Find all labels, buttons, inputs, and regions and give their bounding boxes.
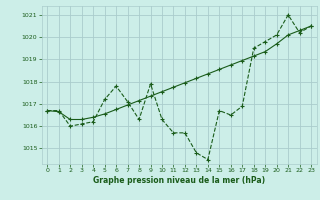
- X-axis label: Graphe pression niveau de la mer (hPa): Graphe pression niveau de la mer (hPa): [93, 176, 265, 185]
